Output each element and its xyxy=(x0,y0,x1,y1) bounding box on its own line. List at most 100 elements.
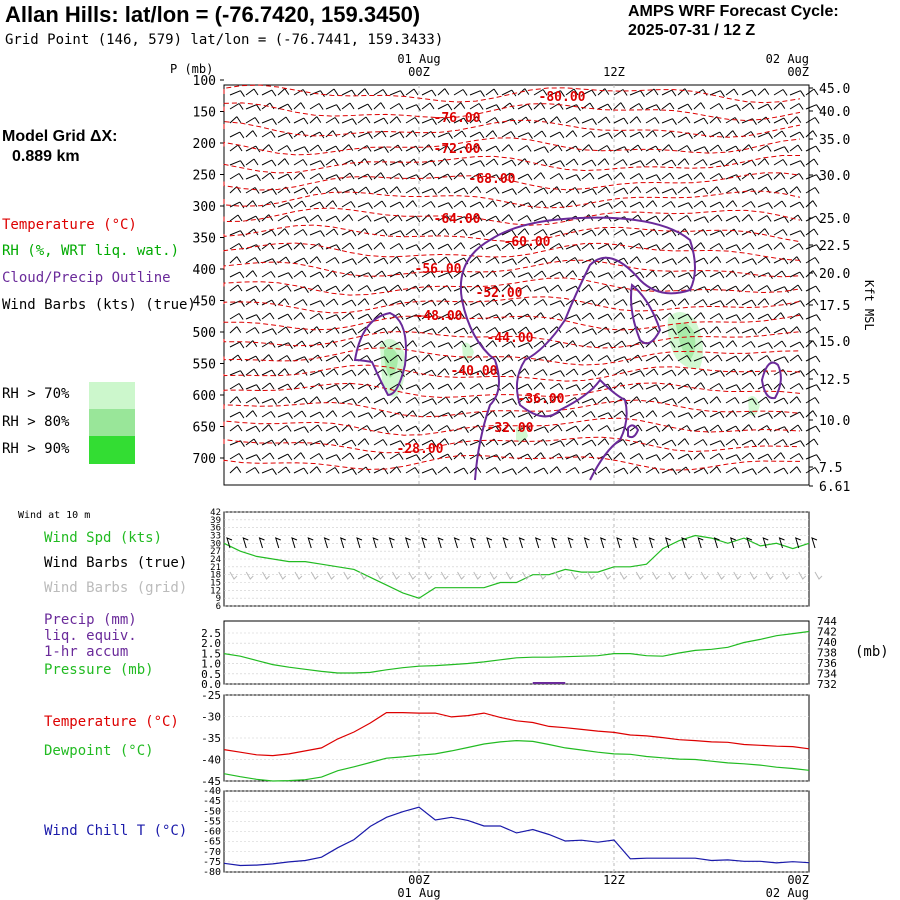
wind-barb xyxy=(277,228,290,236)
wind-barb xyxy=(245,88,259,96)
wind-barb xyxy=(277,243,293,251)
wind-barb xyxy=(661,439,677,447)
wind-barb xyxy=(773,172,786,180)
legend-wind: Wind Barbs (kts) (true) xyxy=(2,297,196,313)
wind-barb xyxy=(741,398,757,405)
wind-barb xyxy=(309,103,324,110)
wind-barb xyxy=(261,398,277,405)
wind-barb xyxy=(645,368,659,376)
wind-barb xyxy=(469,131,485,139)
wind-barb xyxy=(277,396,291,404)
wind-barb xyxy=(757,425,772,432)
wind-barb xyxy=(517,285,532,292)
wind-barb xyxy=(229,230,245,237)
wind-barb xyxy=(309,300,325,307)
wind-barb xyxy=(709,186,722,194)
wind-barb xyxy=(277,132,293,139)
wind-barb xyxy=(645,410,658,418)
wind-barb xyxy=(261,439,277,447)
wind-barb xyxy=(741,341,756,348)
wind-barb xyxy=(741,229,757,237)
legend-temperature: Temperature (°C) xyxy=(2,217,137,233)
wind-barb-grid xyxy=(798,571,807,580)
wind-barb xyxy=(581,354,594,362)
wind-barb xyxy=(629,341,645,349)
wind-barb xyxy=(373,200,387,208)
wind-barb xyxy=(421,172,435,180)
wind-barb xyxy=(245,384,261,391)
wind-barb xyxy=(677,272,693,279)
wind-barb xyxy=(533,270,547,278)
wind-barb xyxy=(277,215,292,222)
wind-barb xyxy=(581,118,597,125)
wind-barb xyxy=(661,284,674,292)
isotherms xyxy=(223,84,801,471)
wind-barb xyxy=(645,158,659,166)
wind-barb xyxy=(597,103,613,111)
wind-barb xyxy=(293,257,309,265)
wind-barb xyxy=(693,356,709,363)
wind-barb xyxy=(789,396,802,404)
wind-barb xyxy=(773,270,787,278)
wind-barb xyxy=(309,160,325,167)
wind-barb xyxy=(357,466,371,474)
wind-barb xyxy=(453,102,466,110)
wind-barb xyxy=(357,342,373,349)
wind-barb xyxy=(709,354,723,362)
wind-barb xyxy=(229,131,245,139)
wind-barb xyxy=(421,89,437,97)
wind-barb xyxy=(709,300,725,307)
cloud-outline xyxy=(760,361,782,400)
wind-barb xyxy=(677,215,692,222)
wind-barb-grid xyxy=(782,571,790,580)
wind-barb-grid xyxy=(635,571,644,580)
wind-barb xyxy=(597,158,610,166)
precip-tick-label: 2.0 xyxy=(201,637,221,650)
wind-barb-true xyxy=(372,537,379,549)
wind-barb xyxy=(517,342,533,349)
wind-barb xyxy=(229,256,242,264)
wind-barb xyxy=(613,369,628,376)
wind-barb xyxy=(741,144,754,152)
wind-barb xyxy=(501,271,516,278)
wind-barb-grid xyxy=(700,571,709,580)
wind-barb xyxy=(565,355,581,363)
wind-barb xyxy=(453,187,469,195)
wind-barb xyxy=(325,257,340,264)
wind-barb-true xyxy=(242,537,249,549)
wind-barb xyxy=(789,453,804,460)
wind-barb xyxy=(469,160,485,167)
legend-cloud: Cloud/Precip Outline xyxy=(2,270,171,286)
wind-barb xyxy=(229,326,242,334)
wind-barb xyxy=(389,453,404,460)
wind-barb xyxy=(389,424,403,432)
wind-barb xyxy=(469,144,483,152)
rh80-swatch xyxy=(89,409,135,436)
wind-barb xyxy=(277,272,293,279)
wind-barb xyxy=(549,243,564,250)
kft-tick-label: 30.0 xyxy=(819,169,850,184)
wind-barb xyxy=(517,453,533,461)
wind-barb xyxy=(245,130,258,138)
wind-barb xyxy=(661,411,676,418)
wind-barb xyxy=(741,102,755,110)
wind-barb xyxy=(501,341,516,348)
precip-accum-label: 1-hr accum xyxy=(44,644,129,660)
wind-barb xyxy=(597,173,613,181)
wind-barb xyxy=(373,369,388,376)
wind-barb xyxy=(277,438,290,446)
wind-barb xyxy=(261,411,276,418)
wind-barb xyxy=(341,468,357,475)
wind-barb xyxy=(229,173,244,180)
wind-barb xyxy=(421,382,435,390)
wind-barb xyxy=(325,368,339,376)
isotherm-label: -80.00 xyxy=(539,90,586,105)
rh70-swatch xyxy=(89,382,135,409)
wind-barb xyxy=(613,340,627,348)
wind-barb xyxy=(805,88,819,96)
isotherm-line xyxy=(223,296,801,314)
wind-barb xyxy=(741,118,757,125)
wind-barb xyxy=(357,103,373,111)
wind-barb xyxy=(405,438,419,446)
pressure-tick-label: 450 xyxy=(193,295,216,310)
